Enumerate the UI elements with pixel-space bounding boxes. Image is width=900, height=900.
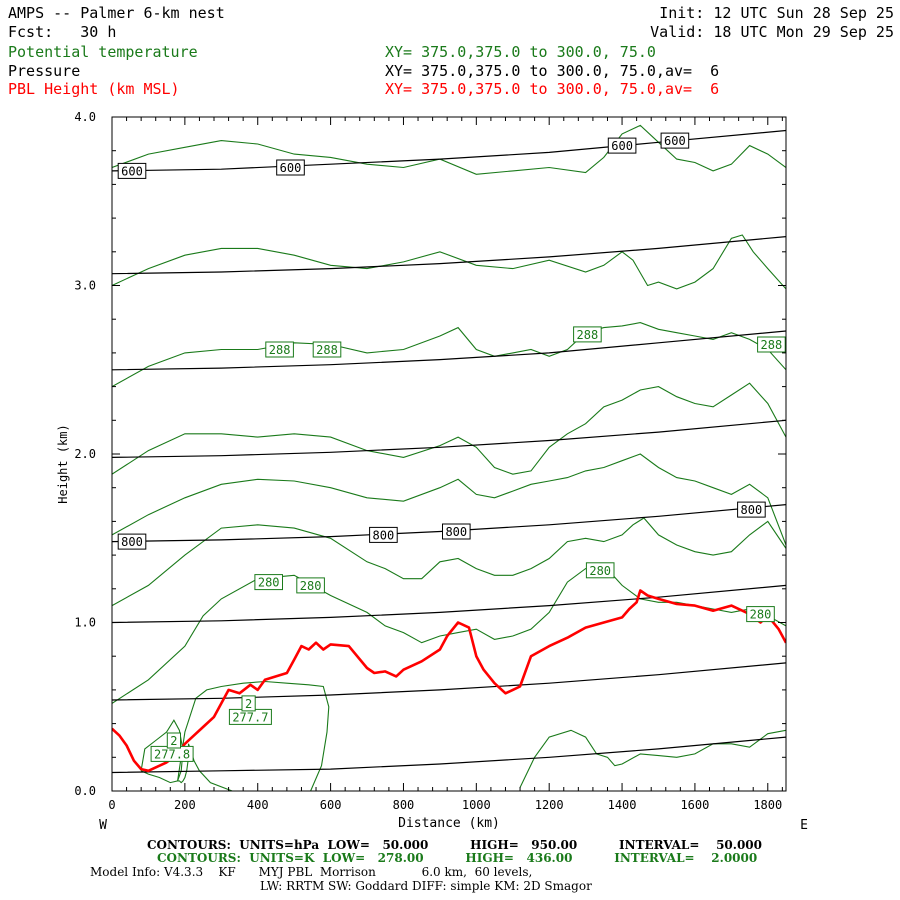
- pressure-contour-label: 800: [445, 525, 467, 539]
- theta-contour-label-box: [296, 577, 325, 594]
- footer-physics: LW: RRTM SW: Goddard DIFF: simple KM: 2D…: [260, 879, 592, 893]
- x-tick-label: 1800: [753, 798, 782, 812]
- var1-xy: XY= 375.0,375.0 to 300.0, 75.0: [385, 43, 656, 61]
- pressure-contour-label: 800: [741, 503, 763, 517]
- pressure-contour-label: 600: [280, 161, 302, 175]
- theta-contour-line: [112, 382, 786, 475]
- theta-contours: [112, 124, 786, 791]
- theta-contour-line: [112, 453, 786, 546]
- theta-contour-label: 288: [316, 343, 338, 357]
- theta-contour-label: 277.7: [232, 710, 268, 724]
- var2-name: Pressure: [8, 62, 81, 80]
- pressure-contour-label: 600: [664, 134, 686, 148]
- footer-pressure-contours: CONTOURS: UNITS=hPa LOW= 50.000 HIGH= 95…: [147, 838, 763, 852]
- theta-contour-label: 2: [170, 734, 177, 748]
- theta-contour-label: 280: [750, 608, 772, 622]
- x-end-label-east: E: [800, 818, 808, 833]
- var3-name: PBL Height (km MSL): [8, 80, 180, 98]
- pressure-contour-line: [112, 236, 786, 275]
- pressure-contour-label-box: [737, 501, 766, 518]
- theta-contour-label-box: [265, 341, 294, 358]
- theta-contour-label: 280: [300, 579, 322, 593]
- y-tick-label: 3.0: [74, 279, 96, 293]
- pressure-contour-line: [112, 330, 786, 371]
- contour-labels: 600 600 600 600 800 800 800 800 288 288 288 288 280 2…: [117, 132, 786, 762]
- init-time: Init: 12 UTC Sun 28 Sep 25: [659, 4, 894, 22]
- theta-contour-label-box: [254, 574, 283, 591]
- theta-contour-label-box: [585, 562, 615, 579]
- pressure-contour-label: 800: [373, 528, 395, 542]
- pressure-contour-label: 600: [121, 164, 143, 178]
- theta-contour-label: 2: [245, 697, 252, 711]
- x-tick-label: 200: [174, 798, 196, 812]
- var2-xy: XY= 375.0,375.0 to 300.0, 75.0,av= 6: [385, 62, 720, 80]
- y-tick-label: 4.0: [74, 110, 96, 124]
- pressure-contour-line: [112, 584, 786, 624]
- pressure-contour-line: [112, 504, 786, 543]
- theta-contour-line: [112, 517, 786, 607]
- pressure-contour-label-box: [276, 159, 305, 176]
- theta-contour-label-box: [241, 695, 256, 712]
- pressure-contour-label-box: [369, 526, 398, 543]
- theta-contour-label: 288: [761, 338, 783, 352]
- theta-contour-label: 280: [258, 576, 280, 590]
- x-tick-label: 400: [247, 798, 269, 812]
- pressure-contour-label-box: [117, 162, 147, 179]
- x-tick-label: 600: [320, 798, 342, 812]
- x-tick-label: 800: [393, 798, 415, 812]
- theta-contour-line: [112, 234, 786, 290]
- var1-name: Potential temperature: [8, 43, 198, 61]
- pressure-contour-label-box: [660, 132, 690, 149]
- pressure-contour-line: [112, 419, 786, 458]
- x-end-label-west: W: [99, 818, 107, 833]
- theta-contour-label-box: [166, 732, 182, 749]
- forecast-hour: Fcst: 30 h: [8, 23, 117, 41]
- footer-model-info: Model Info: V4.3.3 KF MYJ PBL Morrison 6…: [90, 865, 533, 879]
- pressure-contour-line: [112, 736, 786, 774]
- x-tick-label: 1200: [535, 798, 564, 812]
- pbl-height-line: [112, 589, 786, 773]
- theta-contour-line: [177, 680, 330, 791]
- x-tick-label: 1600: [680, 798, 709, 812]
- valid-time: Valid: 18 UTC Mon 29 Sep 25: [650, 23, 894, 41]
- x-tick-label: 1400: [608, 798, 637, 812]
- chart-title: AMPS -- Palmer 6-km nest: [8, 4, 225, 22]
- x-axis-label: Distance (km): [398, 816, 500, 831]
- theta-contour-line: [112, 322, 786, 388]
- theta-contour-label-box: [746, 606, 775, 623]
- pressure-contour-label-box: [442, 523, 471, 540]
- theta-contour-label: 288: [577, 328, 599, 342]
- theta-contour-label: 288: [269, 343, 291, 357]
- var3-xy: XY= 375.0,375.0 to 300.0, 75.0,av= 6: [385, 80, 720, 98]
- pressure-contour-label-box: [607, 137, 637, 154]
- theta-contour-label-box: [573, 326, 602, 343]
- pressure-contour-label-box: [117, 533, 147, 550]
- theta-contour-line: [519, 729, 786, 788]
- x-tick-label: 0: [108, 798, 115, 812]
- y-tick-label: 1.0: [74, 616, 96, 630]
- pressure-contour-label: 800: [121, 535, 143, 549]
- y-tick-label: 0.0: [74, 784, 96, 798]
- y-axis-label: Height (km): [56, 424, 70, 503]
- y-tick-label: 2.0: [74, 447, 96, 461]
- pbl-height-series: [112, 589, 786, 773]
- x-tick-label: 1000: [462, 798, 491, 812]
- theta-contour-label-box: [757, 336, 786, 353]
- pressure-contour-line: [112, 129, 786, 172]
- pressure-contours: [112, 129, 786, 774]
- theta-contour-line: [112, 124, 786, 175]
- theta-contour-label: 280: [589, 564, 611, 578]
- footer-theta-contours: CONTOURS: UNITS=K LOW= 278.00 HIGH= 436.…: [157, 851, 758, 865]
- theta-contour-label-box: [312, 341, 342, 358]
- pressure-contour-line: [112, 662, 786, 701]
- pressure-contour-label: 600: [611, 139, 633, 153]
- axes: 0 200 400 600 800 1000 1200 1400 1600 1800 0.0 1.0 2…: [56, 110, 808, 833]
- theta-contour-label: 277.8: [154, 747, 190, 761]
